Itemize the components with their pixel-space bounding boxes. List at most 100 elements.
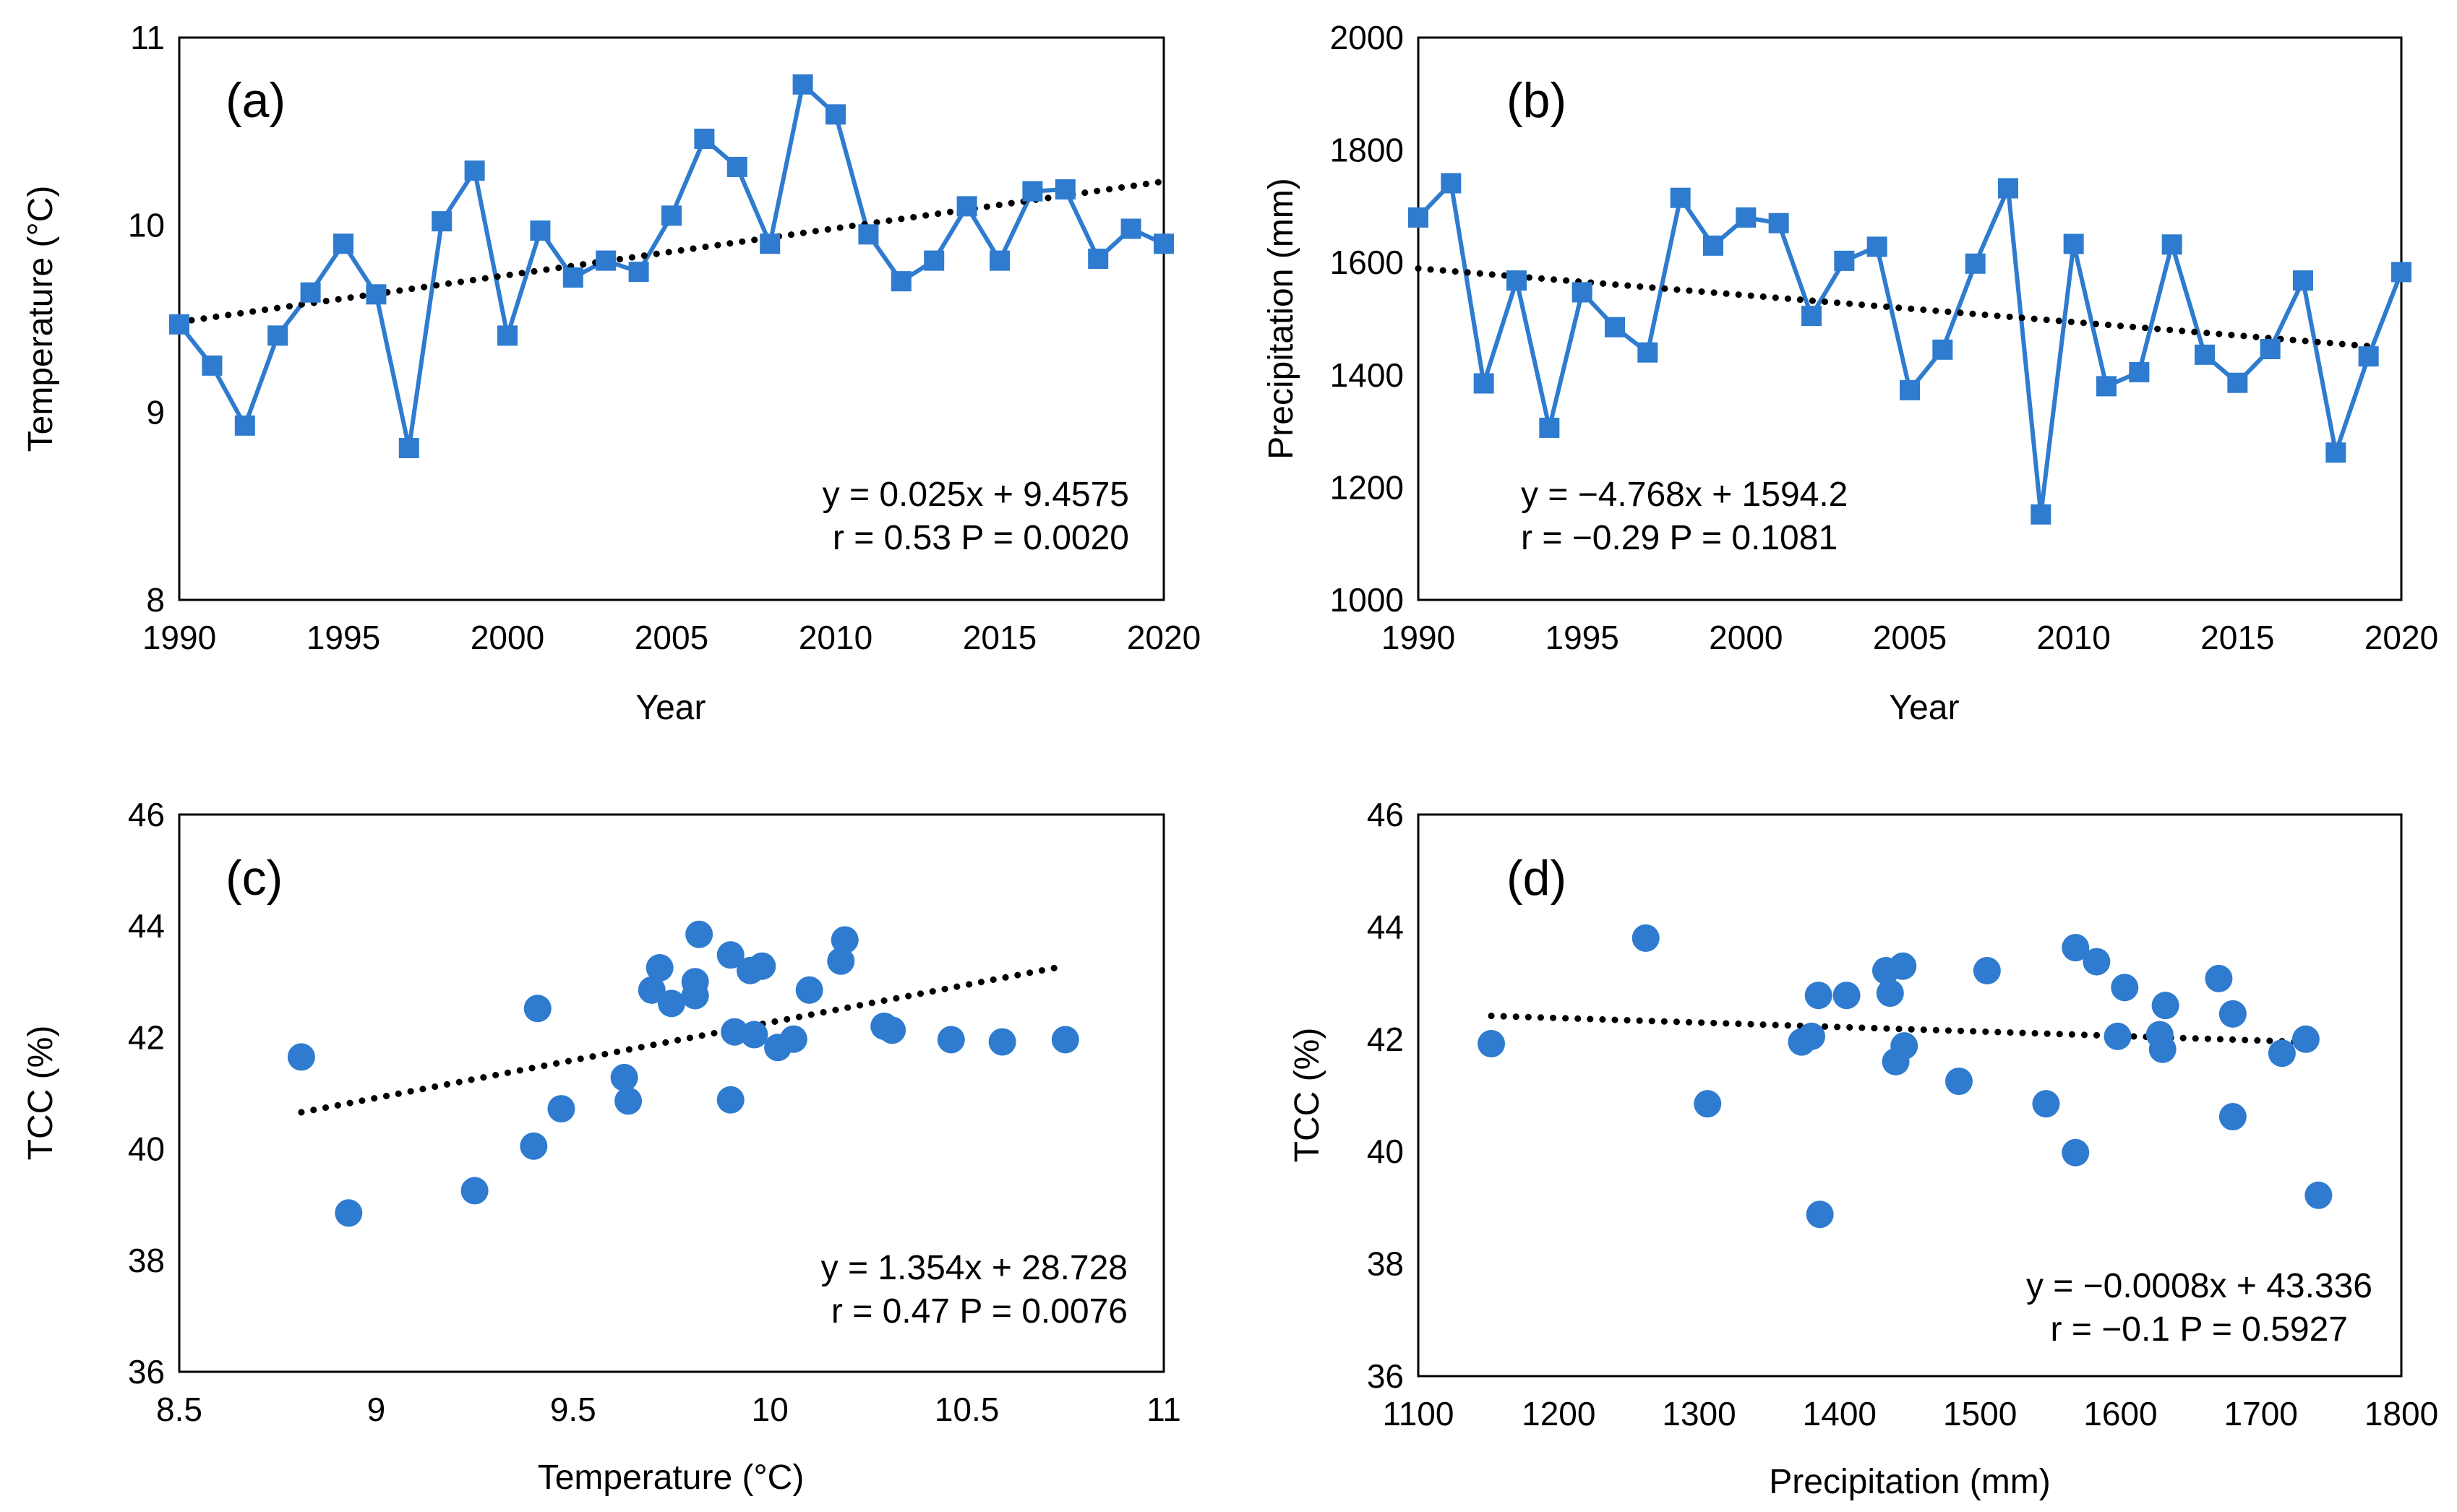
data-point-marker	[2227, 372, 2248, 393]
y-tick-label: 40	[128, 1130, 165, 1168]
x-tick-label: 8.5	[156, 1391, 202, 1428]
y-tick-label: 44	[1367, 908, 1404, 945]
data-point-marker	[2083, 948, 2111, 976]
x-tick-label: 10.5	[935, 1391, 1000, 1428]
trend-stats-c: r = 0.47 P = 0.0076	[831, 1292, 1128, 1331]
x-tick-label: 2000	[471, 619, 544, 656]
data-point-marker	[1965, 253, 1986, 274]
x-tick-label: 2020	[2364, 619, 2438, 656]
y-axis-title-c: TCC (%)	[22, 1026, 60, 1161]
y-axis-title-a: Temperature (°C)	[22, 186, 60, 452]
series-marks-d	[1478, 924, 2333, 1229]
data-point-marker	[2325, 442, 2346, 463]
data-point-marker	[2032, 1090, 2060, 1118]
x-tick-label: 9.5	[550, 1391, 596, 1428]
panel-label-c: (c)	[226, 851, 283, 906]
data-point-marker	[523, 995, 552, 1023]
series-line	[177, 80, 1165, 449]
y-tick-label: 44	[128, 907, 165, 945]
data-point-marker	[1441, 173, 1462, 194]
x-tick-label: 2015	[2200, 619, 2274, 656]
data-point-marker	[1801, 306, 1822, 327]
x-tick-label: 1800	[2364, 1395, 2438, 1432]
data-point-marker	[2062, 934, 2090, 962]
data-point-marker	[1945, 1068, 1973, 1096]
data-point-marker	[681, 981, 709, 1010]
y-tick-label: 46	[128, 796, 165, 833]
data-point-marker	[1154, 233, 1174, 254]
data-point-marker	[1670, 187, 1691, 208]
x-ticks-d: 1100 1200 1300 1400 1500 1600 1700 1800	[1383, 1395, 2439, 1432]
data-point-marker	[2148, 1035, 2177, 1063]
data-point-marker	[638, 976, 666, 1004]
data-point-marker	[497, 325, 518, 346]
data-point-marker	[267, 325, 288, 346]
series-marks-b	[1408, 173, 2411, 525]
data-point-marker	[694, 129, 715, 150]
y-tick-label: 1600	[1330, 244, 1404, 281]
data-point-marker	[2096, 376, 2117, 397]
data-point-marker	[1890, 1032, 1918, 1060]
y-tick-label: 42	[1367, 1021, 1404, 1058]
data-point-marker	[740, 1021, 768, 1049]
data-point-marker	[831, 926, 859, 954]
data-point-marker	[1051, 1026, 1079, 1054]
data-point-marker	[2063, 233, 2084, 254]
data-point-marker	[1973, 957, 2001, 985]
x-ticks-b: 1990 1995 2000 2005 2010 2015 2020	[1381, 619, 2438, 656]
data-point-marker	[1506, 270, 1527, 291]
data-point-marker	[726, 156, 747, 177]
data-point-marker	[956, 196, 977, 217]
data-point-marker	[2293, 270, 2313, 291]
data-point-marker	[596, 250, 617, 271]
panel-a: 8 9 10 11 1990 1995 2000 2005 2010 2015 …	[22, 19, 1201, 727]
data-point-marker	[792, 74, 813, 95]
data-point-marker	[530, 220, 551, 241]
data-point-marker	[826, 104, 846, 125]
data-point-marker	[2062, 1138, 2090, 1167]
data-point-marker	[287, 1043, 315, 1071]
x-axis-title-c: Temperature (°C)	[538, 1459, 805, 1497]
x-tick-label: 2005	[1873, 619, 1947, 656]
data-point-marker	[2031, 504, 2051, 525]
data-point-marker	[2151, 992, 2179, 1020]
data-point-marker	[335, 1199, 363, 1227]
trend-equation-a: y = 0.025x + 9.4575	[823, 476, 1129, 514]
data-point-marker	[2218, 1000, 2247, 1028]
data-point-marker	[169, 314, 189, 335]
data-point-marker	[464, 160, 485, 181]
x-ticks-a: 1990 1995 2000 2005 2010 2015 2020	[142, 619, 1201, 656]
data-point-marker	[1478, 1030, 1506, 1058]
x-tick-label: 1700	[2224, 1395, 2298, 1432]
data-point-marker	[300, 282, 321, 303]
x-tick-label: 1200	[1522, 1395, 1595, 1432]
x-tick-label: 1500	[1943, 1395, 2017, 1432]
data-point-marker	[2104, 1022, 2132, 1050]
x-tick-label: 1100	[1383, 1395, 1454, 1432]
x-tick-label: 1400	[1803, 1395, 1877, 1432]
data-point-marker	[1768, 212, 1789, 233]
data-point-marker	[1736, 207, 1757, 228]
trend-line	[1415, 265, 2372, 350]
data-point-marker	[716, 941, 745, 969]
data-point-marker	[1998, 178, 2018, 199]
x-tick-label: 1995	[1545, 619, 1618, 656]
data-point-marker	[795, 976, 823, 1004]
y-tick-label: 36	[1367, 1357, 1404, 1395]
y-ticks-c: 36 38 40 42 44 46	[128, 796, 165, 1391]
x-tick-label: 10	[752, 1391, 789, 1428]
x-tick-label: 1995	[306, 619, 380, 656]
data-point-marker	[1832, 981, 1861, 1010]
y-tick-label: 11	[130, 19, 165, 56]
data-point-marker	[520, 1132, 548, 1160]
x-tick-label: 11	[1146, 1391, 1181, 1428]
trend-line	[1488, 1013, 2322, 1046]
data-point-marker	[2129, 361, 2150, 382]
trend-equation-b: y = −4.768x + 1594.2	[1521, 476, 1848, 514]
data-point-marker	[1876, 979, 1904, 1008]
y-ticks-d: 36 38 40 42 44 46	[1367, 796, 1404, 1395]
panel-label-a: (a)	[226, 73, 286, 128]
y-tick-label: 8	[146, 581, 165, 619]
data-point-marker	[1539, 417, 1560, 438]
